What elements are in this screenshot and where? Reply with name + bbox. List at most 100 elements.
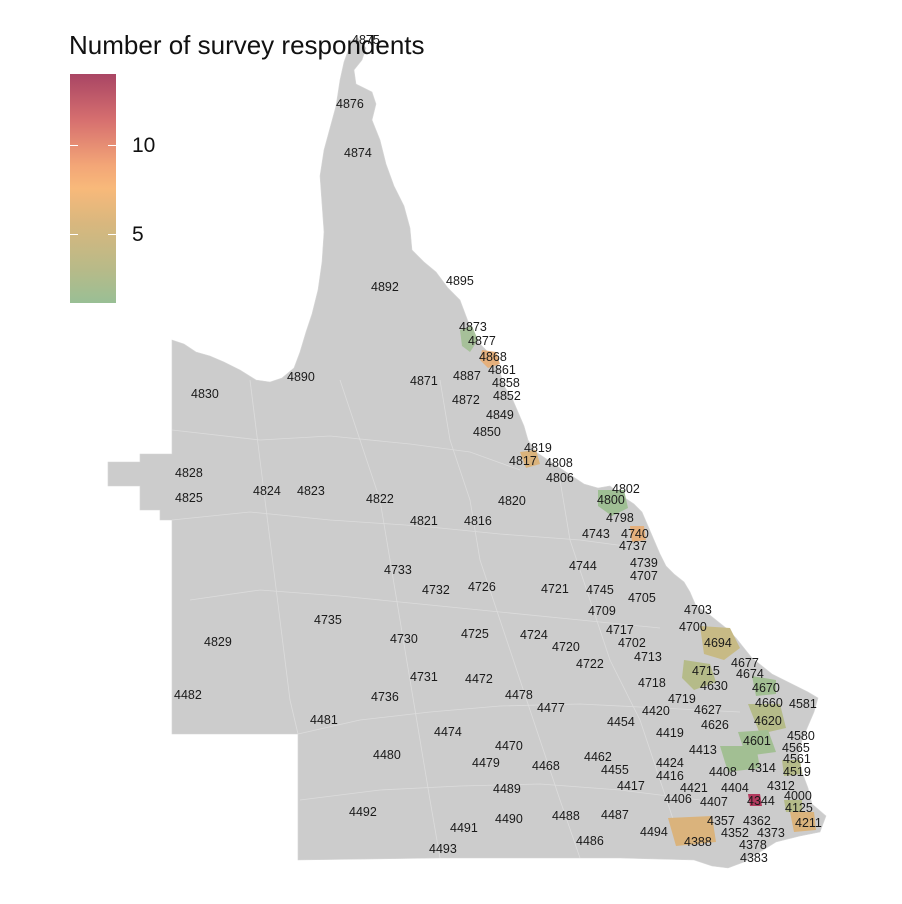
region-4413	[720, 746, 760, 772]
postcode-label: 4717	[606, 623, 634, 637]
postcode-label: 4700	[679, 620, 707, 634]
postcode-label: 4472	[465, 672, 493, 686]
postcode-label: 4858	[492, 376, 520, 390]
postcode-label: 4417	[617, 779, 645, 793]
postcode-label: 4822	[366, 492, 394, 506]
postcode-label: 4486	[576, 834, 604, 848]
postcode-label: 4383	[740, 851, 768, 865]
postcode-label: 4626	[701, 718, 729, 732]
postcode-label: 4737	[619, 539, 647, 553]
postcode-label: 4660	[755, 696, 783, 710]
postcode-label: 4493	[429, 842, 457, 856]
postcode-labels: 4875 4876 4874 4892 4895 4873 4877 4868 …	[174, 33, 822, 865]
postcode-label: 4817	[509, 454, 537, 468]
postcode-label: 4352	[721, 826, 749, 840]
postcode-label: 4873	[459, 320, 487, 334]
legend-label-5: 5	[132, 223, 144, 246]
postcode-label: 4861	[488, 363, 516, 377]
postcode-label: 4581	[789, 697, 817, 711]
region-4388	[668, 816, 716, 846]
postcode-label: 4823	[297, 484, 325, 498]
postcode-label: 4480	[373, 748, 401, 762]
postcode-label: 4895	[446, 274, 474, 288]
postcode-label: 4702	[618, 636, 646, 650]
postcode-label: 4875	[352, 33, 380, 47]
postcode-label: 4849	[486, 408, 514, 422]
postcode-label: 4730	[390, 632, 418, 646]
postcode-label: 4852	[493, 389, 521, 403]
postcode-label: 4724	[520, 628, 548, 642]
postcode-label: 4489	[493, 782, 521, 796]
postcode-label: 4519	[783, 765, 811, 779]
region-4125	[784, 800, 802, 812]
region-4817	[520, 450, 540, 468]
postcode-label: 4416	[656, 769, 684, 783]
postcode-label: 4713	[634, 650, 662, 664]
postcode-label: 4874	[344, 146, 372, 160]
postcode-label: 4820	[498, 494, 526, 508]
postcode-label: 4876	[336, 97, 364, 111]
postcode-label: 4821	[410, 514, 438, 528]
postcode-label: 4719	[668, 692, 696, 706]
postcode-label: 4492	[349, 805, 377, 819]
postcode-label: 4709	[588, 604, 616, 618]
postcode-label: 4726	[468, 580, 496, 594]
postcode-label: 4890	[287, 370, 315, 384]
postcode-label: 4470	[495, 739, 523, 753]
postcode-label: 4407	[700, 795, 728, 809]
legend-title: Number of survey respondents	[69, 30, 425, 60]
postcode-label: 4454	[607, 715, 635, 729]
postcode-label: 4482	[174, 688, 202, 702]
region-4800	[598, 490, 628, 516]
postcode-label: 4490	[495, 812, 523, 826]
postcode-label: 4000	[784, 789, 812, 803]
postcode-label: 4620	[754, 714, 782, 728]
postcode-label: 4736	[371, 690, 399, 704]
postcode-label: 4627	[694, 703, 722, 717]
postcode-label: 4406	[664, 792, 692, 806]
postcode-label: 4828	[175, 466, 203, 480]
postcode-label: 4745	[586, 583, 614, 597]
postcode-label: 4892	[371, 280, 399, 294]
postcode-label: 4479	[472, 756, 500, 770]
legend-label-10: 10	[132, 134, 156, 157]
postcode-label: 4630	[700, 679, 728, 693]
postcode-label: 4721	[541, 582, 569, 596]
postcode-label: 4357	[707, 814, 735, 828]
postcode-label: 4703	[684, 603, 712, 617]
region-4715	[682, 660, 716, 690]
postcode-label: 4404	[721, 781, 749, 795]
postcode-label: 4420	[642, 704, 670, 718]
postcode-label: 4494	[640, 825, 668, 839]
postcode-label: 4670	[752, 681, 780, 695]
postcode-label: 4816	[464, 514, 492, 528]
postcode-label: 4474	[434, 725, 462, 739]
postcode-label: 4462	[584, 750, 612, 764]
postcode-label: 4373	[757, 826, 785, 840]
region-4670	[752, 676, 776, 696]
region-4873	[460, 326, 478, 352]
region-4694	[700, 626, 740, 660]
postcode-label: 4744	[569, 559, 597, 573]
postcode-label: 4705	[628, 591, 656, 605]
postcode-label: 4722	[576, 657, 604, 671]
legend-tick-5-right	[108, 234, 116, 235]
postcode-label: 4806	[546, 471, 574, 485]
postcode-label: 4877	[468, 334, 496, 348]
postcode-label: 4487	[601, 808, 629, 822]
postcode-label: 4565	[782, 741, 810, 755]
postcode-label: 4732	[422, 583, 450, 597]
postcode-label: 4798	[606, 511, 634, 525]
postcode-label: 4601	[743, 734, 771, 748]
postcode-label: 4825	[175, 491, 203, 505]
postcode-label: 4731	[410, 670, 438, 684]
postcode-label: 4739	[630, 556, 658, 570]
postcode-label: 4740	[621, 527, 649, 541]
region-4519	[782, 760, 802, 776]
postcode-label: 4819	[524, 441, 552, 455]
postcode-label: 4314	[748, 761, 776, 775]
postcode-label: 4887	[453, 369, 481, 383]
postcode-label: 4413	[689, 743, 717, 757]
